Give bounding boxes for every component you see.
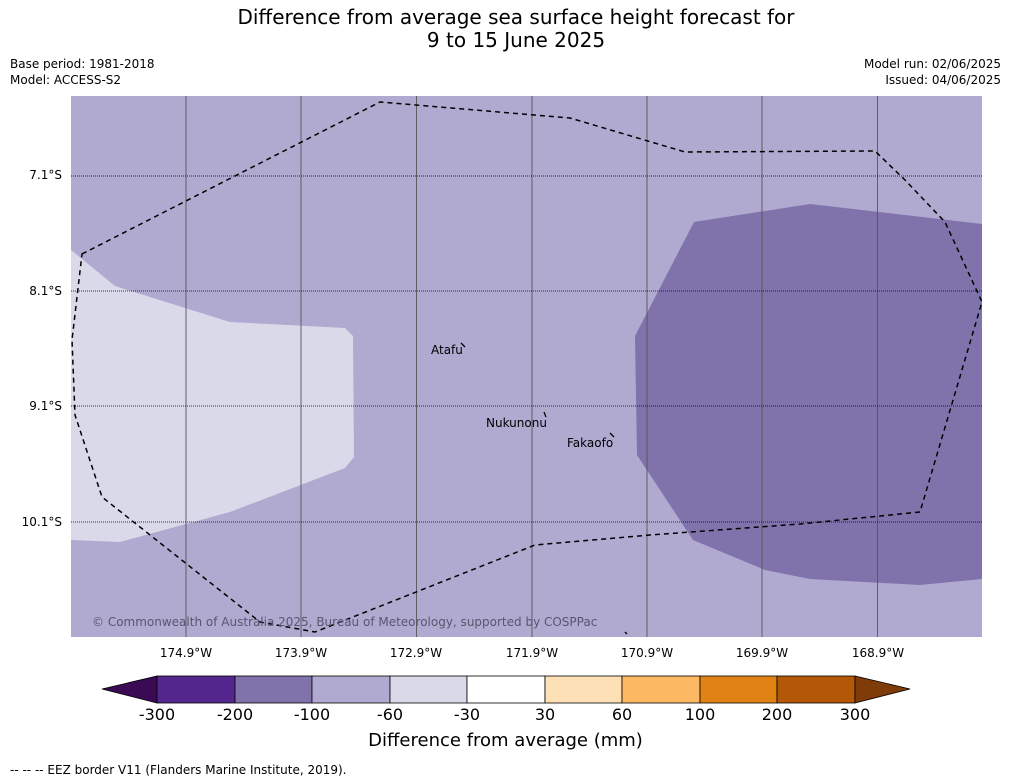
- anomaly-region-light-west: [71, 250, 354, 542]
- model-run: Model run: 02/06/2025: [863, 57, 1001, 71]
- colorbar-segment-5: [466, 675, 546, 704]
- place-label-fakaofo: Fakaofo: [567, 436, 613, 450]
- lon-label-174-9w: 174.9°W: [159, 646, 213, 660]
- colorbar-tick-label: -200: [216, 705, 254, 724]
- map-title: Difference from average sea surface heig…: [0, 6, 1011, 52]
- eez-legend-note: -- -- -- EEZ border V11 (Flanders Marine…: [10, 763, 347, 777]
- colorbar-segment-6: [544, 675, 623, 704]
- meta-right: Model run: 02/06/2025 Issued: 04/06/2025: [864, 56, 1001, 88]
- colorbar-title: Difference from average (mm): [368, 730, 643, 751]
- meta-left: Base period: 1981-2018 Model: ACCESS-S2: [10, 56, 155, 88]
- colorbar-tick-label: -30: [453, 705, 481, 724]
- title-line-2: 9 to 15 June 2025: [426, 28, 606, 52]
- colorbar-segment-1: [156, 675, 236, 704]
- issued-date: Issued: 04/06/2025: [885, 73, 1001, 87]
- anomaly-region-dark-east: [635, 204, 982, 585]
- colorbar-segment-3: [311, 675, 391, 704]
- lon-label-168-9w: 168.9°W: [851, 646, 905, 660]
- colorbar-tick-label: 100: [684, 705, 716, 724]
- lon-label-169-9w: 169.9°W: [735, 646, 789, 660]
- colorbar-segment-4: [389, 675, 468, 704]
- place-label-nukunonu: Nukunonu: [486, 416, 547, 430]
- lat-label-9-1s: 9.1°S: [29, 399, 62, 413]
- colorbar-tick-label: -60: [376, 705, 404, 724]
- lat-label-7-1s: 7.1°S: [29, 168, 62, 182]
- colorbar-segment-7: [621, 675, 701, 704]
- island-marks: [460, 342, 628, 635]
- colorbar-segment-2: [234, 675, 313, 704]
- lon-label-173-9w: 173.9°W: [274, 646, 328, 660]
- colorbar-segment-8: [699, 675, 778, 704]
- title-line-1: Difference from average sea surface heig…: [237, 5, 795, 29]
- lon-label-172-9w: 172.9°W: [389, 646, 443, 660]
- colorbar-tick-label: -100: [293, 705, 331, 724]
- atafu-island: [460, 342, 466, 348]
- nukunonu-island: [543, 411, 547, 418]
- colorbar-tick-label: 60: [611, 705, 633, 724]
- colorbar-segment-9: [776, 675, 856, 704]
- colorbar-extend-low: [101, 675, 158, 704]
- model-name: Model: ACCESS-S2: [10, 73, 122, 87]
- lat-label-8-1s: 8.1°S: [29, 284, 62, 298]
- eez-border: [71, 101, 982, 633]
- small-island: [624, 631, 628, 635]
- fakaofo-island: [609, 432, 615, 438]
- map-area: Atafu Nukunonu Fakaofo © Commonwealth of…: [71, 96, 982, 637]
- copyright-notice: © Commonwealth of Australia 2025, Bureau…: [92, 615, 597, 629]
- colorbar-tick-label: 300: [839, 705, 871, 724]
- colorbar-extend-high: [854, 675, 911, 704]
- lon-label-170-9w: 170.9°W: [620, 646, 674, 660]
- colorbar-tick-label: 200: [761, 705, 793, 724]
- colorbar: [101, 675, 911, 704]
- base-period: Base period: 1981-2018: [10, 57, 155, 71]
- lat-label-10-1s: 10.1°S: [21, 515, 62, 529]
- place-label-atafu: Atafu: [431, 343, 463, 357]
- lon-label-171-9w: 171.9°W: [505, 646, 559, 660]
- colorbar-tick-label: -300: [138, 705, 176, 724]
- colorbar-tick-label: 30: [534, 705, 556, 724]
